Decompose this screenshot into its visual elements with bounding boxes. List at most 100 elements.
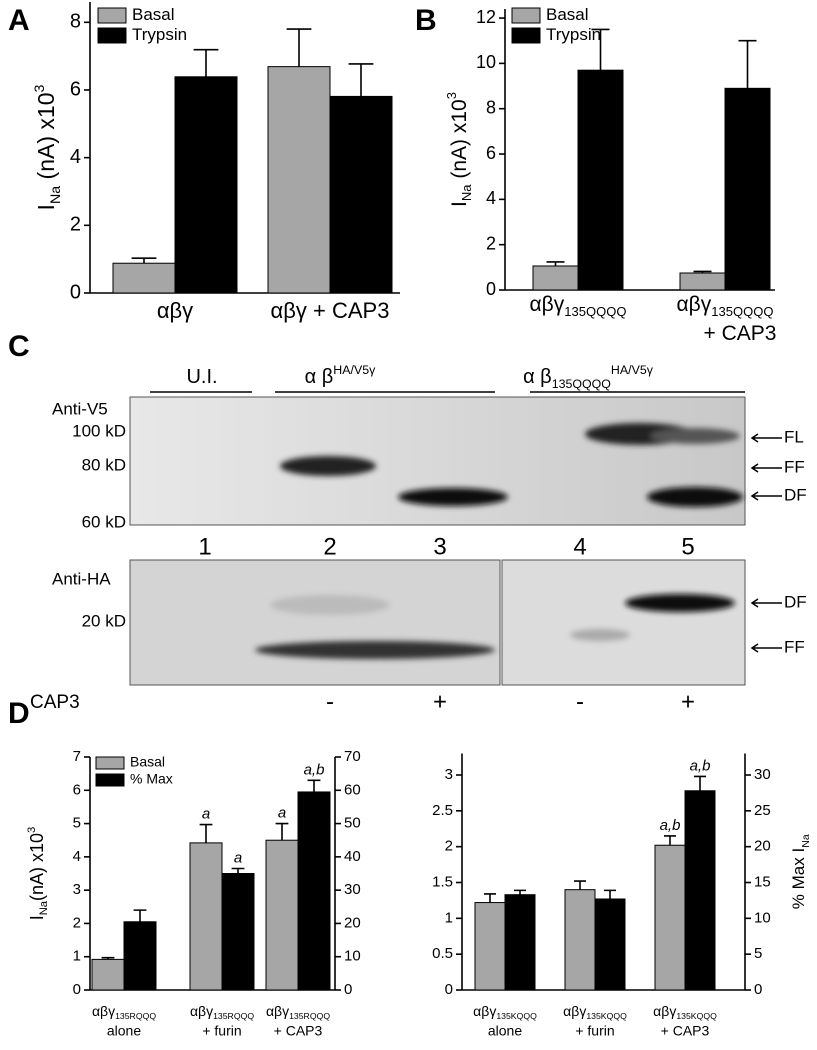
arrow [750,643,782,653]
text-part: I [448,201,471,207]
annotation: a [278,805,286,822]
y2-tick-label: 30 [754,766,771,783]
text-part: αβγ [92,1003,115,1019]
legend-swatch [95,773,125,787]
marker: 100 kD [72,421,126,440]
lane-number: 4 [573,533,586,560]
bar [112,262,176,294]
error-bar [133,909,147,922]
legend-label: Trypsin [132,25,187,44]
y-tick-label: 8 [486,97,496,117]
y-tick-label: 5 [73,815,81,832]
lane-number: 5 [681,533,694,560]
text-part: αβγ [190,1003,213,1019]
x-tick-label: + CAP3 [704,322,777,345]
label: INa (nA) x103 [444,92,474,207]
text-part: 135QQQQ [564,304,626,319]
x-tick-label: alone [107,1022,141,1038]
y-tick-label: 0 [70,281,81,303]
text-part: α β [523,366,552,388]
x-tick-label: + CAP3 [274,1022,323,1038]
label: α βHA/V5γ [305,363,376,388]
text-part: 135RQQQ [115,1011,156,1021]
text-part: αβγ [653,1003,676,1019]
error-bar [604,889,616,899]
error-bar [514,889,526,895]
error-bar [286,28,312,67]
text-part: 135RQQQ [289,1011,330,1021]
sign: + [681,688,695,715]
bar [724,87,771,291]
error-bar [348,63,374,97]
y-tick-label: 4 [73,848,81,865]
error-bar [694,775,706,791]
antibody: Anti-V5 [52,399,108,418]
text-part: Na [38,900,50,915]
text-part: αβγ [563,1003,586,1019]
text-part: 135KQQQ [586,1011,627,1021]
sign: + [433,688,447,715]
legend-swatch [511,27,541,44]
y-tick-label: 0 [486,279,496,299]
bar [265,839,299,991]
error-bar [546,261,565,266]
marker: 60 kD [82,512,126,531]
label: αβγ135KQQQ [473,1003,537,1022]
error-bar [693,270,712,274]
text-part: 135QQQQ [552,377,612,391]
bar [297,791,331,991]
error-bar [484,893,496,903]
legend-swatch [97,27,127,44]
text-part: U.I. [186,366,217,388]
text-part: 3 [26,827,38,833]
y-tick-label: 7 [73,748,81,765]
error-bar [131,257,157,264]
bar [174,76,238,294]
error-bar [101,956,115,960]
legend-label: Basal [132,5,175,24]
panel-label: B [415,4,437,37]
x-tick-label: alone [488,1022,522,1038]
lane-number: 3 [433,533,446,560]
label: αβγ135RQQQ [266,1003,330,1022]
y2-tick-label: 30 [344,881,361,898]
y-tick-label: 6 [73,781,81,798]
y2-tick-label: 50 [344,815,361,832]
y2-tick-label: 25 [754,802,771,819]
legend-label: Trypsin [546,25,601,44]
label: αβγ135RQQQ [190,1003,254,1022]
text-part: αβγ + CAP3 [271,298,390,323]
text-part: 135KQQQ [676,1011,717,1021]
y2-tick-label: 20 [344,914,361,931]
y-tick-label: 1 [445,909,453,926]
y2-tick-label: 15 [754,873,771,890]
text-part: 135RQQQ [213,1011,254,1021]
y-tick-label: 6 [70,78,81,100]
legend-swatch [95,756,125,770]
y-tick-label: 2 [70,214,81,236]
error-bar [307,779,321,792]
y2-tick-label: 5 [754,945,762,962]
bar [123,921,157,991]
text-part: α β [305,366,334,388]
arrow [750,433,782,443]
y-tick-label: 3 [73,881,81,898]
band-label: FL [784,427,804,446]
label: α β135QQQQHA/V5γ [523,363,654,391]
error-bar [231,867,245,874]
label: INa(nA) x103 [26,827,50,921]
label: αβγ135KQQQ [653,1003,717,1022]
y-tick-label: 10 [476,52,496,72]
annotation: a [234,849,242,866]
y2-tick-label: 0 [344,981,352,998]
text-part: (nA) x10 [33,93,59,186]
label: αβγ135KQQQ [563,1003,627,1022]
y-tick-label: 0 [73,981,81,998]
text-part: I [33,204,59,210]
legend-swatch [97,7,127,24]
treatment: CAP3 [30,692,80,713]
text-part: 135QQQQ [711,304,773,319]
legend-label: Basal [546,5,589,24]
label: αβγ + CAP3 [271,298,390,323]
